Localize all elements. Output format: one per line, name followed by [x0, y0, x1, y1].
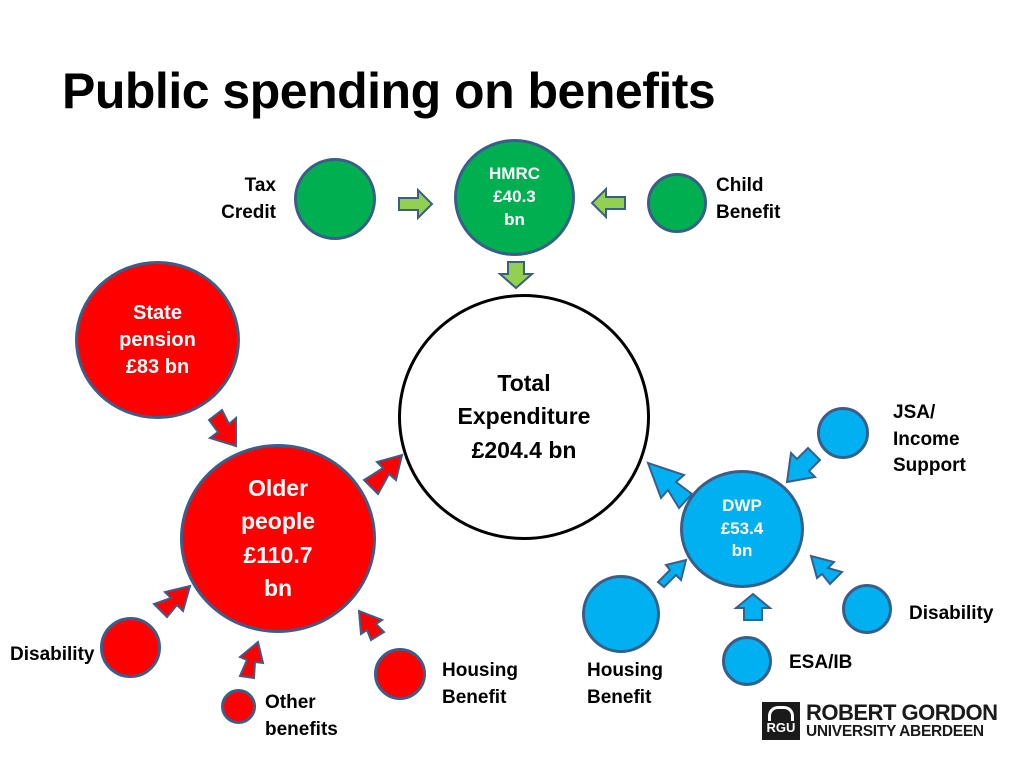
total-line: £204.4 bn: [471, 436, 577, 463]
state-pension-line: State: [133, 301, 182, 324]
arrow-other-benefits-to-older-people: [238, 640, 265, 680]
node-hmrc: HMRC £40.3 bn: [454, 139, 575, 256]
node-jsa: [817, 407, 869, 459]
page-title: Public spending on benefits: [62, 63, 716, 119]
node-older-people: Older people £110.7 bn: [180, 444, 376, 633]
dwp-line: £53.4: [720, 518, 764, 538]
arrow-disability-to-dwp: [809, 554, 844, 586]
state-pension-line: pension: [119, 328, 196, 351]
older-people-line: Older: [247, 474, 309, 501]
older-people-line: £110.7: [243, 541, 313, 568]
tax-credit-label: Tax Credit: [221, 175, 276, 223]
node-tax-credit: [294, 158, 376, 240]
arrow-housing-to-older-people: [357, 609, 386, 642]
jsa-label: JSA/ Income Support: [893, 402, 966, 477]
dwp-housing-label: Housing Benefit: [587, 660, 663, 708]
hmrc-line: HMRC: [489, 164, 540, 184]
arrow-hmrc-to-total: [497, 261, 535, 290]
esa-label: ESA/IB: [789, 652, 853, 673]
dwp-line: DWP: [722, 495, 762, 515]
child-benefit-label: Child Benefit: [716, 175, 781, 223]
hmrc-line: £40.3: [493, 187, 536, 207]
state-pension-line: £83 bn: [125, 355, 190, 378]
hmrc-line: bn: [504, 209, 525, 229]
node-total-expenditure: Total Expenditure £204.4 bn: [398, 294, 650, 540]
arrow-housing-to-dwp: [656, 558, 688, 589]
arrow-dwp-to-total: [646, 461, 694, 510]
arrow-older-people-to-total: [362, 453, 404, 496]
node-other-benefits: [221, 689, 256, 724]
older-housing-label: Housing Benefit: [442, 660, 518, 708]
rgu-logo-text: ROBERT GORDON UNIVERSITY ABERDEEN: [806, 700, 998, 741]
older-disability-label: Disability: [10, 644, 95, 665]
rgu-logo-mark: RGU: [762, 702, 800, 740]
dwp-disability-label: Disability: [909, 603, 994, 624]
node-child-benefit: [647, 173, 707, 233]
arrow-child-benefit-to-hmrc: [590, 186, 626, 220]
arrow-tax-credit-to-hmrc: [398, 187, 434, 221]
node-older-disability: [100, 617, 161, 678]
total-line: Expenditure: [457, 403, 591, 430]
older-people-line: bn: [263, 574, 293, 601]
node-dwp-housing: [582, 575, 660, 653]
node-dwp-disability: [842, 584, 892, 634]
arrow-esa-to-dwp: [733, 592, 773, 621]
older-people-line: people: [240, 508, 316, 535]
arrow-disability-to-older-people: [152, 584, 192, 619]
node-state-pension: State pension £83 bn: [75, 261, 240, 419]
arrow-jsa-to-dwp: [785, 446, 822, 484]
node-esa: [722, 636, 772, 686]
arrow-state-pension-to-older-people: [207, 408, 237, 448]
total-line: Total: [497, 369, 551, 396]
node-older-housing: [374, 648, 426, 700]
node-dwp: DWP £53.4 bn: [680, 470, 804, 588]
other-benefits-label: Other benefits: [265, 692, 338, 740]
dwp-line: bn: [731, 541, 753, 561]
rgu-logo: RGU ROBERT GORDON UNIVERSITY ABERDEEN: [762, 700, 998, 742]
